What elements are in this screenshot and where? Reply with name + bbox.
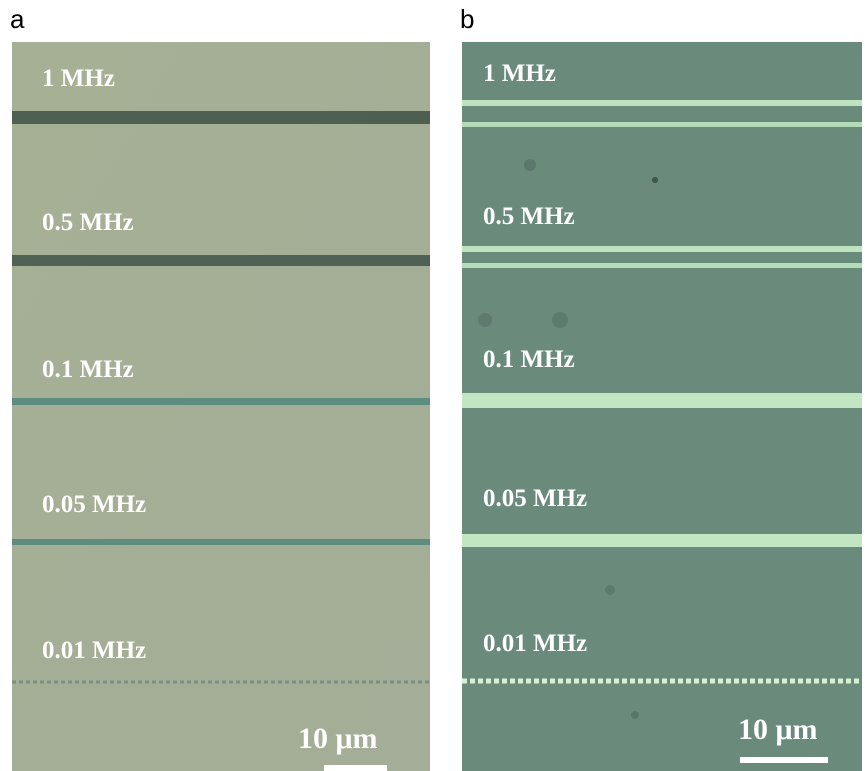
frequency-label: 0.5 MHz bbox=[483, 203, 575, 230]
frequency-label: 0.05 MHz bbox=[42, 491, 146, 518]
frequency-label: 0.01 MHz bbox=[42, 637, 146, 664]
scale-bar bbox=[324, 765, 387, 771]
frequency-label: 0.1 MHz bbox=[483, 346, 575, 373]
micrograph-b bbox=[462, 42, 862, 771]
panel-label: b bbox=[460, 4, 474, 34]
frequency-label: 0.1 MHz bbox=[42, 356, 134, 383]
scale-bar-label: 10 μm bbox=[298, 722, 378, 755]
scale-bar bbox=[740, 757, 828, 763]
frequency-label: 0.01 MHz bbox=[483, 630, 587, 657]
frequency-label: 1 MHz bbox=[42, 65, 115, 92]
scale-bar-label: 10 μm bbox=[738, 713, 818, 746]
frequency-label: 0.5 MHz bbox=[42, 209, 134, 236]
panel-label: a bbox=[10, 4, 25, 34]
frequency-label: 0.05 MHz bbox=[483, 485, 587, 512]
micrograph-a bbox=[12, 42, 430, 771]
frequency-label: 1 MHz bbox=[483, 60, 556, 87]
